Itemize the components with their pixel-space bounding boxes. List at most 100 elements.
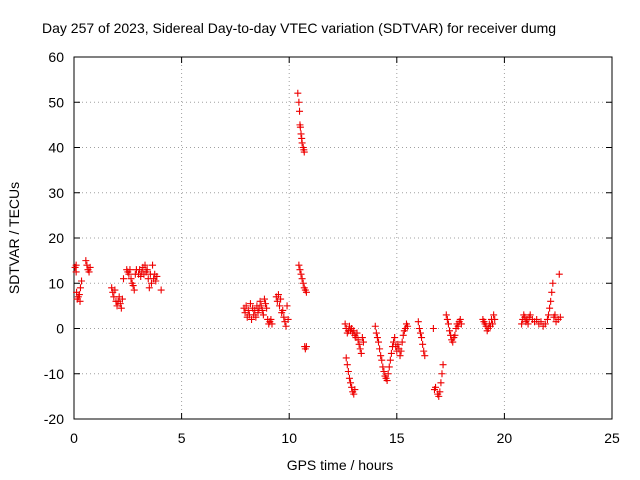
data-point-marker [78, 277, 86, 285]
data-point-marker [383, 377, 391, 385]
data-point-marker [437, 379, 445, 387]
data-point-marker [379, 363, 387, 371]
data-point-marker [280, 313, 288, 321]
y-tick-label: -10 [44, 366, 64, 382]
x-tick-label: 0 [70, 430, 78, 446]
data-point-marker [262, 300, 270, 308]
data-point-marker [386, 356, 394, 364]
data-point-marker [551, 311, 559, 319]
data-point-marker [444, 320, 452, 328]
data-point-marker [442, 311, 450, 319]
data-point-marker [118, 295, 126, 303]
data-point-marker [75, 291, 83, 299]
data-point-marker [127, 275, 135, 283]
y-tick-label: 50 [48, 94, 64, 110]
data-point-marker [347, 379, 355, 387]
data-point-marker [259, 311, 267, 319]
data-point-marker [277, 295, 285, 303]
data-point-marker [394, 340, 402, 348]
data-point-marker [541, 320, 549, 328]
data-point-marker [116, 300, 124, 308]
data-point-marker [419, 340, 427, 348]
data-point-marker [414, 318, 422, 326]
data-point-marker [436, 388, 444, 396]
data-point-marker [377, 352, 385, 360]
data-point-marker [343, 361, 351, 369]
grid-lines [74, 57, 612, 419]
data-point-marker [543, 315, 551, 323]
data-point-marker [147, 279, 155, 287]
data-point-marker [390, 338, 398, 346]
data-point-marker [526, 311, 534, 319]
data-point-marker [384, 370, 392, 378]
data-point-marker [344, 367, 352, 375]
data-point-marker [152, 277, 160, 285]
data-point-marker [267, 315, 275, 323]
data-point-marker [432, 383, 440, 391]
data-point-marker [263, 304, 271, 312]
axis-ticks: 0 5 10 15 20 25 -20 -10 0 10 20 30 40 50 60 [44, 49, 620, 446]
data-point-marker [416, 329, 424, 337]
data-point-marker [72, 268, 80, 276]
x-tick-label: 10 [281, 430, 297, 446]
data-point-marker [149, 261, 157, 269]
data-point-marker [490, 311, 498, 319]
chart-title: Day 257 of 2023, Sidereal Day-to-day VTE… [42, 20, 556, 36]
data-point-marker [438, 370, 446, 378]
data-point-marker [302, 288, 310, 296]
data-point-marker [252, 313, 260, 321]
data-point-marker [489, 320, 497, 328]
data-point-marker [375, 338, 383, 346]
data-point-marker [248, 315, 256, 323]
data-point-marker [257, 302, 265, 310]
data-point-marker [524, 320, 532, 328]
data-point-marker [353, 329, 361, 337]
data-point-marker [387, 349, 395, 357]
data-point-marker [380, 367, 388, 375]
data-point-marker [399, 331, 407, 339]
data-point-marker [555, 270, 563, 278]
x-tick-label: 25 [604, 430, 620, 446]
data-point-marker [358, 334, 366, 342]
data-point-marker [86, 263, 94, 271]
data-points [71, 89, 564, 400]
data-point-marker [446, 327, 454, 335]
data-point-marker [296, 266, 304, 274]
y-tick-label: 10 [48, 275, 64, 291]
data-point-marker [342, 354, 350, 362]
data-point-marker [355, 340, 363, 348]
data-point-marker [356, 345, 364, 353]
data-point-marker [429, 325, 437, 332]
data-point-marker [130, 286, 138, 294]
data-point-marker [295, 98, 303, 106]
data-point-marker [549, 279, 557, 287]
data-point-marker [556, 313, 564, 321]
data-point-marker [345, 374, 353, 382]
data-point-marker [119, 275, 127, 283]
data-point-marker [295, 261, 303, 269]
data-point-marker [297, 130, 305, 138]
data-point-marker [351, 386, 359, 394]
data-point-marker [143, 266, 151, 274]
data-point-marker [359, 338, 367, 346]
data-point-marker [246, 300, 254, 308]
data-point-marker [242, 302, 250, 310]
data-point-marker [449, 338, 457, 346]
data-point-marker [129, 282, 137, 290]
data-point-marker [82, 257, 90, 265]
data-point-marker [371, 322, 379, 330]
y-tick-label: 40 [48, 140, 64, 156]
data-point-marker [254, 309, 262, 317]
data-point-marker [157, 286, 165, 294]
data-point-marker [397, 347, 405, 355]
data-point-marker [376, 345, 384, 353]
x-axis-label: GPS time / hours [287, 457, 394, 473]
x-tick-label: 20 [497, 430, 513, 446]
data-point-marker [546, 304, 554, 312]
data-point-marker [545, 311, 553, 319]
data-point-marker [443, 315, 451, 323]
data-point-marker [260, 295, 268, 303]
data-point-marker [299, 279, 307, 287]
data-point-marker [435, 392, 443, 400]
